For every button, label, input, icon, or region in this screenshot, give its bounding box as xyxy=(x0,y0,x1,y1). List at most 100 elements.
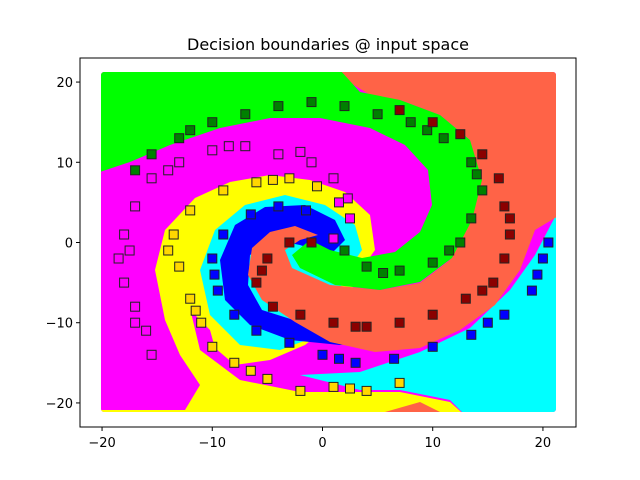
data-point-3 xyxy=(209,269,220,280)
x-tick-label: 0 xyxy=(318,436,326,451)
data-point-0 xyxy=(130,201,141,212)
decision-regions xyxy=(101,72,556,412)
data-point-2 xyxy=(504,213,515,224)
data-point-3 xyxy=(218,229,229,240)
region-green xyxy=(101,72,482,290)
data-point-0 xyxy=(334,197,344,208)
data-point-1 xyxy=(146,149,157,160)
data-point-3 xyxy=(317,349,328,360)
data-point-3 xyxy=(350,357,361,368)
data-point-2 xyxy=(488,277,499,288)
data-point-1 xyxy=(378,268,389,278)
data-point-0 xyxy=(130,317,141,328)
data-point-1 xyxy=(185,125,196,136)
data-point-0 xyxy=(207,145,218,156)
data-point-0 xyxy=(119,277,130,288)
data-point-2 xyxy=(295,309,306,320)
data-point-1 xyxy=(306,97,317,108)
data-point-0 xyxy=(295,146,306,157)
data-point-3 xyxy=(543,237,554,248)
data-point-1 xyxy=(466,213,477,224)
data-point-0 xyxy=(240,141,251,152)
data-point-0 xyxy=(146,349,157,360)
data-point-4 xyxy=(394,377,405,388)
data-point-3 xyxy=(207,253,218,264)
data-point-4 xyxy=(185,205,196,216)
data-point-1 xyxy=(427,257,438,268)
data-point-1 xyxy=(471,169,482,180)
data-point-4 xyxy=(295,385,306,396)
data-point-0 xyxy=(273,149,284,160)
data-point-4 xyxy=(168,229,179,240)
data-point-3 xyxy=(334,353,344,364)
data-point-4 xyxy=(229,357,240,368)
data-point-0 xyxy=(174,157,185,168)
data-point-3 xyxy=(212,285,223,296)
data-point-1 xyxy=(394,265,405,276)
data-point-1 xyxy=(130,165,141,176)
data-point-0 xyxy=(223,141,234,152)
data-point-1 xyxy=(466,157,477,168)
x-axis-ticks: −20 −10 0 10 20 xyxy=(88,427,551,451)
data-point-3 xyxy=(466,329,477,340)
data-point-1 xyxy=(240,109,251,120)
data-point-0 xyxy=(124,245,135,256)
data-point-0 xyxy=(119,229,130,240)
data-point-4 xyxy=(312,181,322,192)
data-point-0 xyxy=(130,301,141,312)
data-point-2 xyxy=(256,265,267,276)
data-point-0 xyxy=(342,193,353,204)
data-point-4 xyxy=(361,385,372,396)
region-cyan xyxy=(200,195,556,412)
data-point-4 xyxy=(218,185,229,196)
scatter-points xyxy=(113,97,554,396)
data-point-3 xyxy=(499,309,510,320)
data-point-3 xyxy=(273,201,284,212)
data-point-2 xyxy=(394,317,405,328)
data-point-2 xyxy=(427,117,438,128)
data-point-1 xyxy=(339,245,350,256)
data-point-2 xyxy=(328,317,339,328)
data-point-1 xyxy=(422,125,433,136)
data-point-1 xyxy=(273,101,284,112)
data-point-0 xyxy=(306,157,317,168)
x-tick-label: 10 xyxy=(424,436,441,451)
y-tick-label: 10 xyxy=(56,156,73,171)
data-point-0 xyxy=(141,325,152,336)
data-point-4 xyxy=(284,173,295,184)
data-point-3 xyxy=(532,269,543,280)
data-point-0 xyxy=(146,173,157,184)
data-point-4 xyxy=(345,383,355,394)
data-point-1 xyxy=(339,101,350,112)
y-axis-ticks: −20 −10 0 10 20 xyxy=(46,76,80,412)
x-tick-label: −20 xyxy=(88,436,115,451)
data-point-4 xyxy=(267,174,278,185)
data-point-4 xyxy=(251,177,262,188)
data-point-4 xyxy=(163,245,174,256)
data-point-1 xyxy=(174,133,185,144)
data-point-0 xyxy=(328,173,339,184)
data-point-4 xyxy=(174,261,185,272)
data-point-1 xyxy=(361,261,372,272)
data-point-2 xyxy=(455,129,466,140)
data-point-4 xyxy=(196,317,207,328)
data-point-2 xyxy=(460,293,471,304)
data-point-2 xyxy=(493,173,504,184)
data-point-3 xyxy=(251,325,262,336)
data-point-1 xyxy=(207,117,218,128)
data-point-1 xyxy=(438,133,449,144)
data-point-1 xyxy=(455,237,466,248)
data-point-3 xyxy=(301,205,311,216)
data-point-2 xyxy=(306,237,317,248)
data-point-1 xyxy=(477,185,488,196)
data-point-2 xyxy=(499,201,510,212)
data-point-4 xyxy=(262,373,273,384)
data-point-4 xyxy=(185,293,196,304)
data-point-1 xyxy=(444,245,455,256)
chart-title: Decision boundaries @ input space xyxy=(187,35,469,54)
data-point-3 xyxy=(482,317,493,328)
data-point-2 xyxy=(361,321,372,332)
data-point-2 xyxy=(251,277,262,288)
data-point-4 xyxy=(190,305,201,316)
